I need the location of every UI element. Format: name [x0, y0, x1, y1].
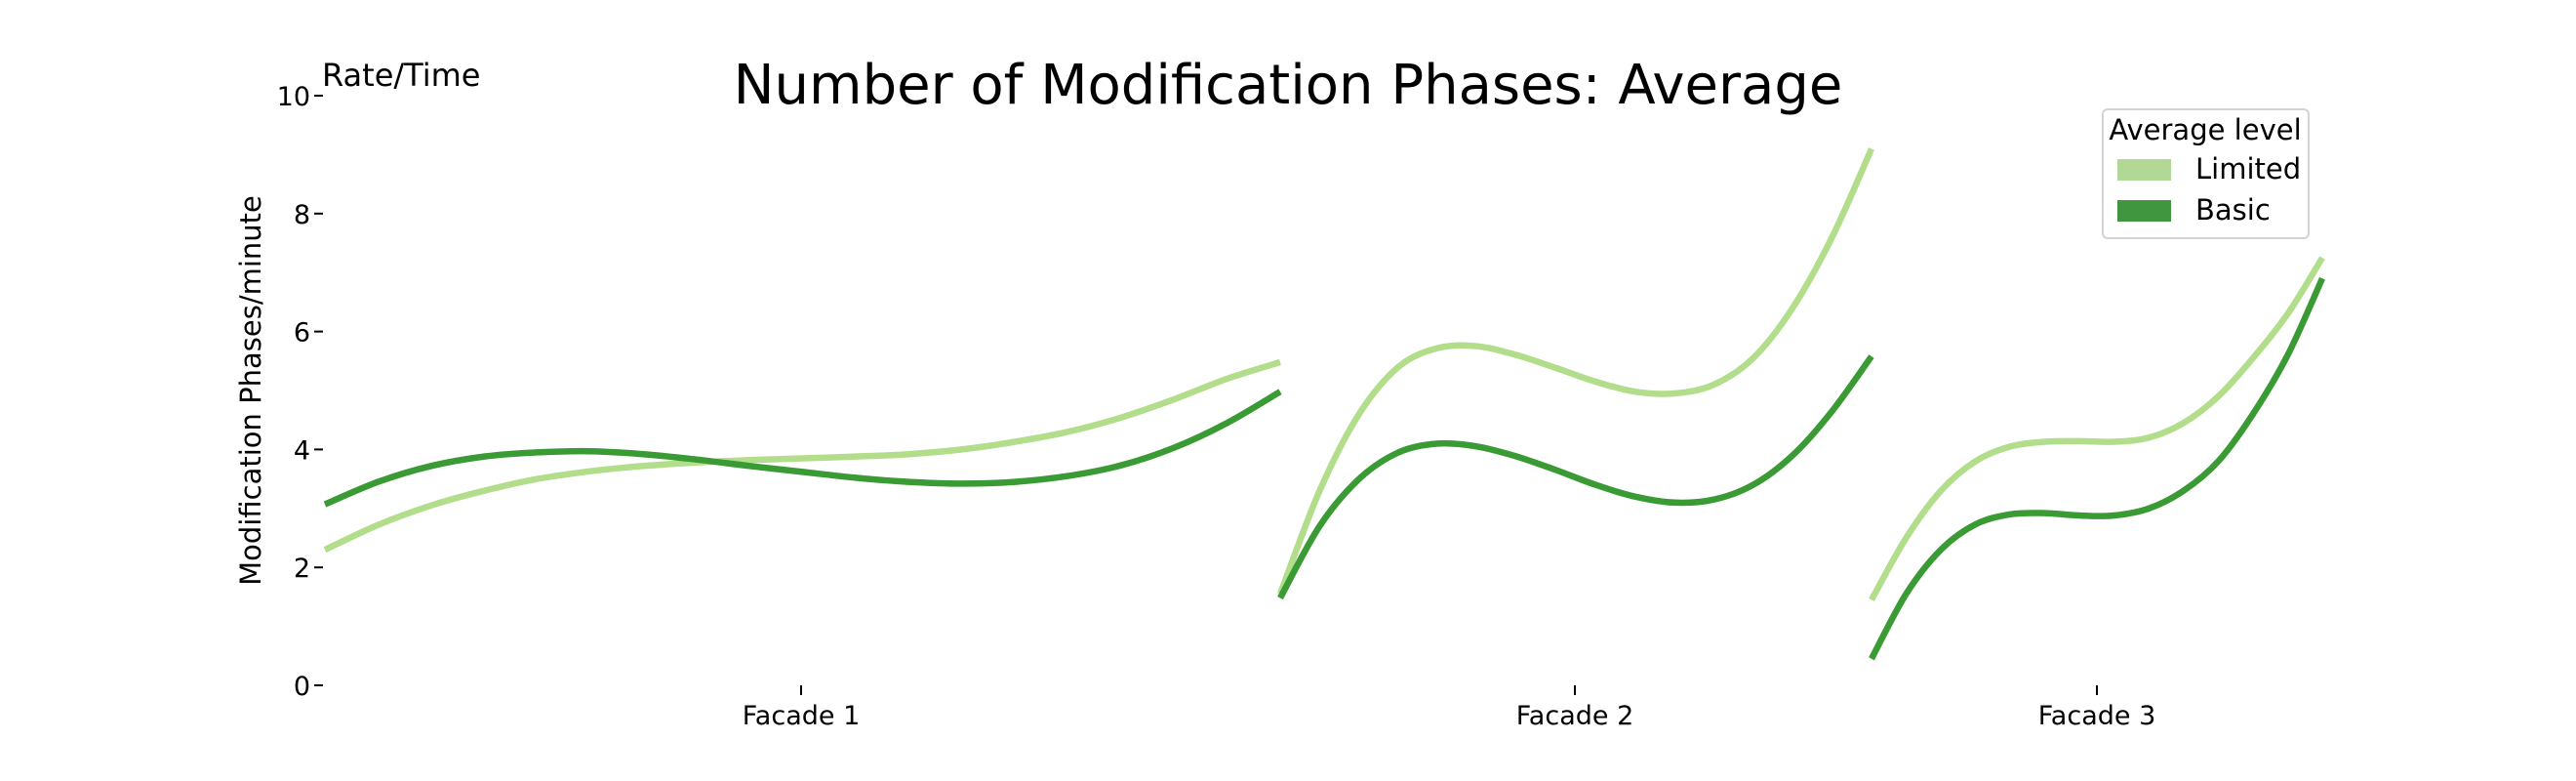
y-tick-label: 2 [294, 554, 310, 584]
series-layer [323, 147, 2325, 661]
series-line-limited-facade-1 [323, 358, 1281, 554]
x-tick-label: Facade 1 [743, 701, 861, 731]
legend-label-limited: Limited [2195, 152, 2301, 185]
legend: Average level Limited Basic [2102, 108, 2310, 239]
y-axis-label: Modification Phases/minute [234, 195, 267, 586]
x-axis: Facade 1 Facade 2 Facade 3 [743, 685, 2156, 731]
y-tick-label: 10 [277, 82, 310, 112]
y-tick-label: 0 [294, 672, 310, 702]
legend-swatch-basic [2117, 200, 2171, 222]
series-line-basic-facade-2 [1277, 354, 1874, 600]
y-axis: 0 2 4 6 8 10 [277, 82, 323, 702]
chart-title: Number of Modification Phases: Average [734, 54, 1843, 117]
series-line-basic-facade-3 [1869, 276, 2325, 661]
y-tick-label: 8 [294, 200, 310, 230]
legend-label-basic: Basic [2195, 193, 2271, 226]
y-tick-label: 6 [294, 318, 310, 349]
x-tick-label: Facade 2 [1516, 701, 1634, 731]
series-line-limited-facade-3 [1869, 256, 2325, 601]
x-tick-label: Facade 3 [2038, 701, 2156, 731]
legend-swatch-limited [2117, 159, 2171, 181]
series-line-limited-facade-2 [1276, 147, 1874, 596]
y-tick-label: 4 [294, 435, 310, 466]
corner-label: Rate/Time [322, 57, 480, 94]
legend-title: Average level [2109, 113, 2301, 146]
series-line-basic-facade-1 [323, 389, 1282, 508]
